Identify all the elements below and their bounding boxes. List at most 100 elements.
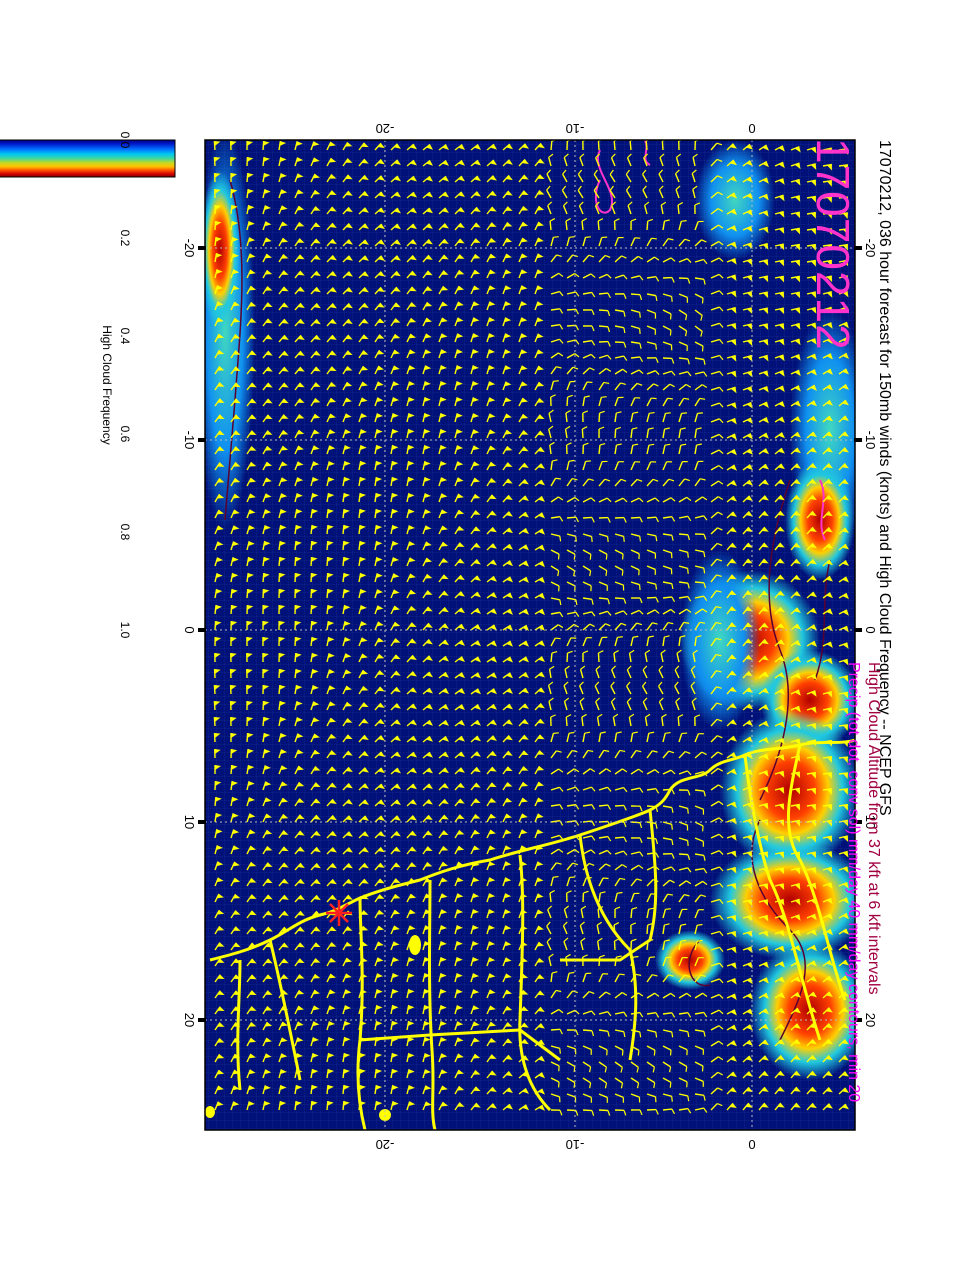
wind-barb [230, 813, 239, 823]
wind-barb [310, 540, 318, 551]
wind-barb [358, 287, 369, 295]
wind-barb [438, 1069, 448, 1079]
wind-barb [278, 1021, 288, 1031]
wind-barb [214, 877, 224, 887]
wind-barb [342, 556, 350, 567]
wind-barb [294, 334, 305, 343]
wind-barb [374, 621, 384, 631]
wind-barb [454, 767, 465, 775]
wind-barb [502, 478, 513, 487]
wind-barb [214, 604, 222, 615]
wind-barb [486, 301, 496, 311]
wind-barb [230, 1101, 240, 1111]
wind-barb [438, 365, 447, 375]
wind-barb [278, 958, 289, 967]
wind-barb [454, 191, 465, 199]
wind-barb [326, 461, 335, 471]
wind-barb [262, 156, 270, 167]
wind-barb [454, 254, 465, 263]
wind-barb [438, 606, 449, 615]
wind-barb [326, 382, 337, 391]
wind-barb [374, 925, 385, 935]
colorbar-tick: 0.8 [118, 524, 132, 541]
wind-barb [406, 541, 416, 551]
wind-barb [390, 815, 401, 823]
wind-barb [470, 1070, 481, 1079]
wind-barb [278, 588, 286, 599]
wind-barb [486, 575, 497, 583]
wind-barb [278, 254, 289, 263]
wind-barb [390, 751, 401, 759]
wind-barb [294, 1100, 302, 1111]
wind-barb [438, 207, 449, 215]
lake-3 [205, 1106, 215, 1118]
wind-barb [422, 703, 433, 711]
wind-barb [486, 1005, 496, 1015]
wind-barb [422, 671, 433, 679]
wind-barb [502, 1071, 513, 1079]
wind-barb [230, 317, 241, 327]
wind-barb [246, 140, 254, 151]
wind-barb [246, 1006, 257, 1015]
wind-barb [422, 735, 433, 743]
wind-barb [470, 766, 481, 775]
wind-barb [438, 493, 448, 503]
wind-barb [342, 350, 353, 359]
wind-barb [358, 302, 369, 311]
wind-barb [213, 156, 221, 167]
wind-barb [278, 878, 289, 887]
wind-barb [230, 732, 237, 743]
wind-barb [486, 526, 497, 535]
wind-barb [262, 845, 273, 855]
wind-barb [213, 684, 221, 695]
wind-barb [406, 671, 417, 679]
wind-barb [422, 606, 433, 615]
wind-barb [374, 1084, 383, 1095]
wind-barb [438, 925, 448, 935]
wind-barb [310, 830, 321, 839]
wind-barb [214, 269, 223, 279]
wind-barb [502, 766, 513, 775]
wind-barb [438, 845, 449, 855]
wind-barb [486, 1037, 497, 1047]
wind-barb [278, 237, 289, 247]
wind-barb [262, 286, 273, 295]
wind-barb [454, 461, 464, 471]
wind-barb [246, 205, 255, 215]
wind-barb [310, 477, 319, 487]
wind-barb [486, 813, 497, 823]
wind-barb [502, 381, 512, 391]
wind-barb [454, 656, 465, 663]
wind-barb [230, 188, 238, 199]
wind-barb [310, 1005, 320, 1015]
wind-barb [342, 685, 352, 695]
wind-barb [390, 175, 401, 183]
wind-barb [454, 989, 463, 999]
wind-barb [342, 1068, 350, 1079]
wind-barb [486, 719, 497, 727]
wind-barb [438, 941, 447, 951]
wind-barb [230, 926, 241, 935]
wind-barb [502, 543, 513, 551]
wind-barb [326, 863, 337, 871]
wind-barb [470, 1053, 481, 1063]
wind-barb [310, 862, 321, 871]
wind-barb [326, 1053, 335, 1063]
wind-barb [214, 893, 224, 903]
wind-barb [454, 445, 464, 455]
wind-barb [470, 269, 481, 279]
wind-barb [374, 1021, 383, 1031]
wind-barb [326, 174, 337, 183]
wind-barb [230, 237, 239, 247]
wind-barb [486, 159, 497, 167]
wind-barb [470, 782, 481, 791]
wind-barb [422, 783, 433, 791]
wind-barb [294, 477, 304, 487]
wind-barb [326, 1100, 334, 1111]
wind-barb [230, 780, 239, 791]
wind-barb [390, 302, 401, 311]
wind-barb [246, 269, 256, 279]
wind-barb [502, 624, 513, 631]
wind-barb [310, 894, 321, 903]
wind-barb [486, 365, 496, 375]
